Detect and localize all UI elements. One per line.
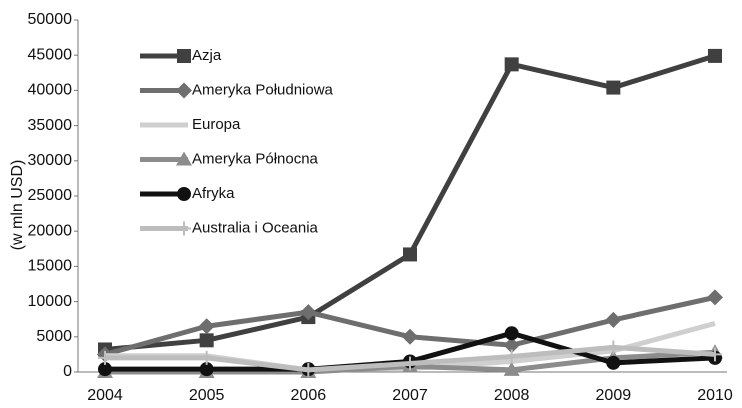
marker	[199, 333, 214, 348]
marker	[177, 49, 191, 63]
y-axis-label: (w mln USD)	[9, 160, 26, 251]
legend-label: Ameryka Południowa	[192, 81, 334, 98]
y-tick-label: 45000	[28, 46, 73, 63]
y-tick-label: 40000	[28, 82, 73, 99]
legend-label: Ameryka Północna	[192, 150, 319, 167]
series-line	[104, 53, 716, 352]
x-tick-label: 2008	[494, 387, 530, 404]
marker	[605, 311, 622, 328]
marker	[176, 82, 192, 99]
x-tick-label: 2006	[291, 387, 327, 404]
y-tick-label: 15000	[28, 258, 73, 275]
x-tick-label: 2004	[87, 387, 123, 404]
marker	[198, 318, 215, 335]
y-tick-label: 20000	[28, 222, 73, 239]
x-tick-label: 2010	[697, 387, 733, 404]
legend-label: Afryka	[192, 185, 235, 202]
y-tick-label: 25000	[28, 187, 73, 204]
marker	[177, 221, 191, 236]
marker	[403, 356, 417, 371]
legend: Azja Ameryka Południowa Europa Ameryka Półn…	[140, 47, 334, 236]
marker	[606, 80, 621, 95]
marker	[176, 151, 192, 166]
marker	[503, 361, 520, 376]
marker	[707, 289, 723, 306]
marker	[403, 247, 417, 262]
marker	[708, 48, 722, 63]
marker	[177, 187, 191, 201]
marker	[199, 350, 214, 365]
y-tick-label: 30000	[28, 152, 73, 169]
marker	[301, 362, 316, 377]
y-tick-label: 35000	[28, 117, 73, 134]
marker	[708, 347, 722, 362]
y-tick-label: 50000	[28, 11, 73, 28]
legend-label: Australia i Oceania	[192, 219, 319, 236]
y-tick-label: 10000	[28, 293, 73, 310]
marker	[402, 328, 418, 345]
marker	[504, 326, 519, 341]
x-tick-label: 2005	[189, 387, 225, 404]
legend-label: Azja	[192, 47, 222, 64]
marker	[504, 57, 519, 72]
marker	[98, 350, 112, 365]
marker	[504, 349, 519, 364]
marker	[503, 337, 520, 354]
x-tick-label: 2007	[392, 387, 428, 404]
y-tick-label: 0	[63, 363, 72, 380]
y-tick-label: 5000	[36, 328, 72, 345]
marker	[98, 362, 112, 377]
legend-label: Europa	[192, 116, 241, 133]
x-tick-label: 2009	[596, 387, 632, 404]
marker	[199, 362, 214, 377]
marker	[606, 340, 621, 355]
marker	[606, 355, 621, 370]
marker	[300, 304, 317, 321]
